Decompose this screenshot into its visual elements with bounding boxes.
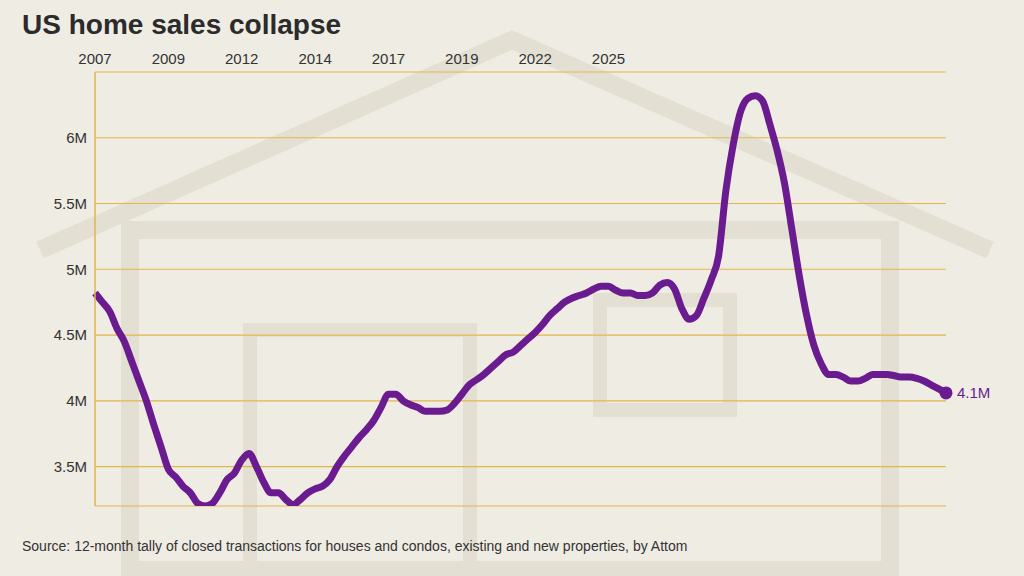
- svg-text:2007: 2007: [78, 50, 111, 67]
- svg-text:2009: 2009: [152, 50, 185, 67]
- svg-text:3.5M: 3.5M: [54, 458, 87, 475]
- svg-text:6M: 6M: [66, 129, 87, 146]
- svg-text:4.5M: 4.5M: [54, 326, 87, 343]
- svg-text:5.5M: 5.5M: [54, 195, 87, 212]
- svg-text:2012: 2012: [225, 50, 258, 67]
- svg-text:2019: 2019: [445, 50, 478, 67]
- svg-text:2022: 2022: [518, 50, 551, 67]
- svg-text:5M: 5M: [66, 261, 87, 278]
- svg-text:4.1M: 4.1M: [957, 384, 990, 401]
- html-text:US home sales collapse: US home sales collapse: [22, 9, 341, 40]
- svg-text:2014: 2014: [298, 50, 331, 67]
- html-text:Source: 12-month tally of clos: Source: 12-month tally of closed transac…: [22, 538, 688, 554]
- svg-text:2025: 2025: [592, 50, 625, 67]
- svg-text:4M: 4M: [66, 392, 87, 409]
- svg-text:2017: 2017: [372, 50, 405, 67]
